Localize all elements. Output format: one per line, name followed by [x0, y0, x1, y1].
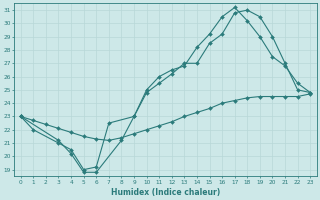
X-axis label: Humidex (Indice chaleur): Humidex (Indice chaleur): [111, 188, 220, 197]
